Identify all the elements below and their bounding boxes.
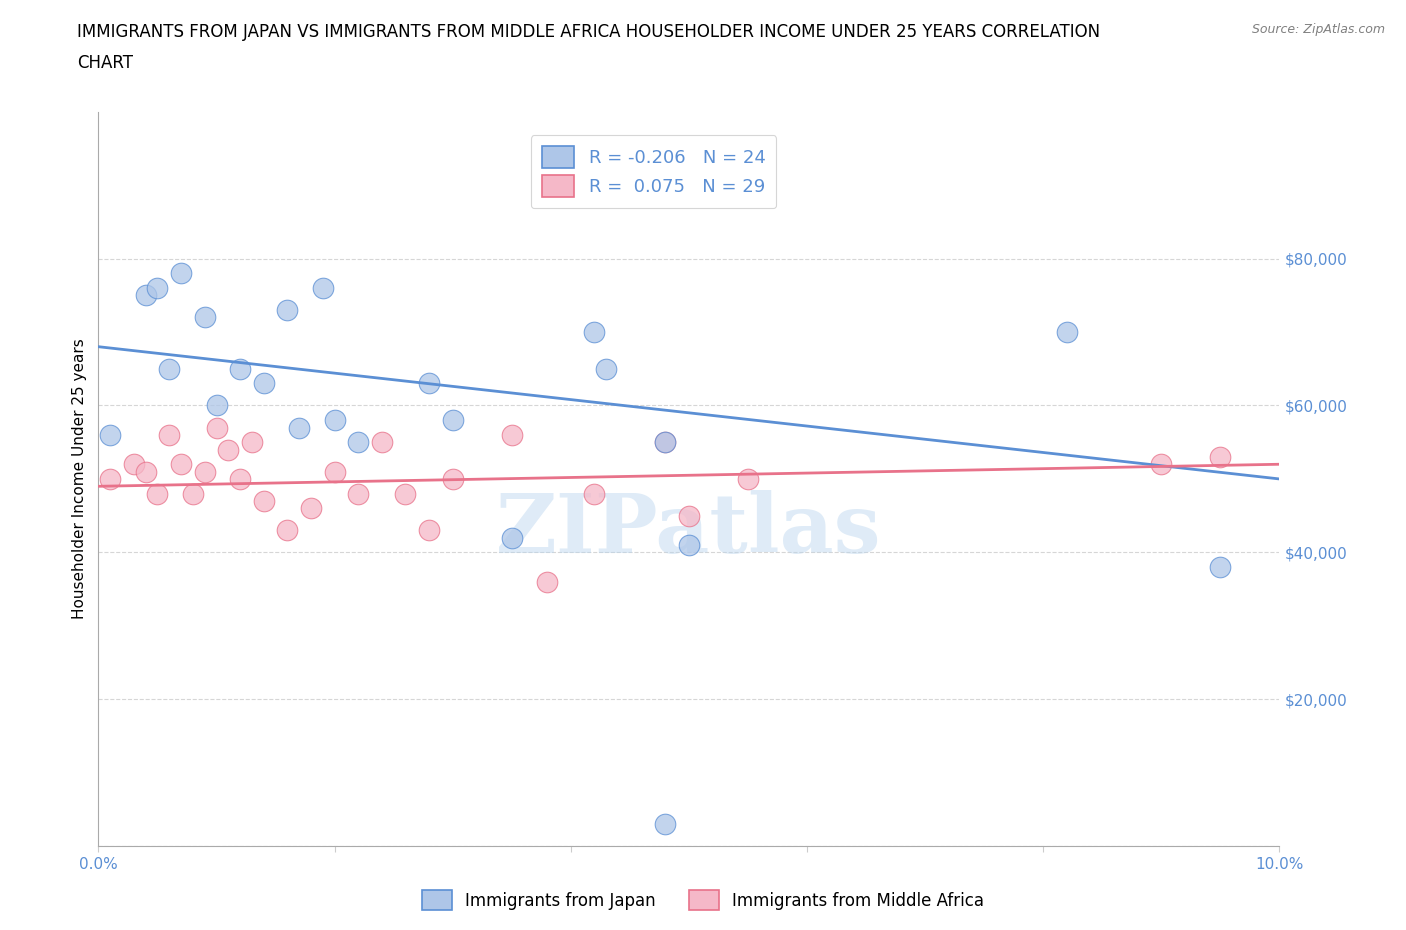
Text: ZIPatlas: ZIPatlas bbox=[496, 490, 882, 570]
Point bbox=[170, 457, 193, 472]
Point bbox=[253, 376, 276, 391]
Point bbox=[371, 435, 394, 450]
Point bbox=[135, 464, 157, 479]
Point bbox=[394, 486, 416, 501]
Point bbox=[654, 817, 676, 831]
Point bbox=[654, 435, 676, 450]
Point bbox=[276, 302, 298, 317]
Point bbox=[276, 523, 298, 538]
Point bbox=[240, 435, 263, 450]
Point bbox=[146, 486, 169, 501]
Point bbox=[347, 486, 370, 501]
Point bbox=[217, 442, 239, 457]
Point bbox=[157, 361, 180, 376]
Point bbox=[1150, 457, 1173, 472]
Point bbox=[737, 472, 759, 486]
Point bbox=[181, 486, 204, 501]
Point bbox=[135, 288, 157, 303]
Legend: Immigrants from Japan, Immigrants from Middle Africa: Immigrants from Japan, Immigrants from M… bbox=[415, 884, 991, 917]
Text: CHART: CHART bbox=[77, 54, 134, 72]
Point bbox=[122, 457, 145, 472]
Point bbox=[418, 523, 440, 538]
Point bbox=[583, 486, 606, 501]
Point bbox=[98, 428, 121, 443]
Point bbox=[229, 472, 252, 486]
Point bbox=[323, 464, 346, 479]
Y-axis label: Householder Income Under 25 years: Householder Income Under 25 years bbox=[72, 339, 87, 619]
Point bbox=[1056, 325, 1078, 339]
Text: IMMIGRANTS FROM JAPAN VS IMMIGRANTS FROM MIDDLE AFRICA HOUSEHOLDER INCOME UNDER : IMMIGRANTS FROM JAPAN VS IMMIGRANTS FROM… bbox=[77, 23, 1101, 41]
Point bbox=[299, 501, 322, 516]
Point bbox=[678, 538, 700, 552]
Point bbox=[194, 464, 217, 479]
Point bbox=[205, 398, 228, 413]
Point bbox=[347, 435, 370, 450]
Text: Source: ZipAtlas.com: Source: ZipAtlas.com bbox=[1251, 23, 1385, 36]
Point bbox=[501, 530, 523, 545]
Point bbox=[441, 472, 464, 486]
Point bbox=[98, 472, 121, 486]
Point bbox=[323, 413, 346, 428]
Point bbox=[146, 281, 169, 296]
Point bbox=[205, 420, 228, 435]
Point bbox=[157, 428, 180, 443]
Legend: R = -0.206   N = 24, R =  0.075   N = 29: R = -0.206 N = 24, R = 0.075 N = 29 bbox=[531, 136, 776, 208]
Point bbox=[288, 420, 311, 435]
Point bbox=[229, 361, 252, 376]
Point bbox=[654, 435, 676, 450]
Point bbox=[253, 494, 276, 509]
Point bbox=[1209, 449, 1232, 464]
Point bbox=[583, 325, 606, 339]
Point bbox=[595, 361, 617, 376]
Point bbox=[1209, 560, 1232, 575]
Point bbox=[536, 575, 558, 590]
Point bbox=[418, 376, 440, 391]
Point bbox=[312, 281, 335, 296]
Point bbox=[441, 413, 464, 428]
Point bbox=[501, 428, 523, 443]
Point bbox=[678, 508, 700, 523]
Point bbox=[170, 266, 193, 281]
Point bbox=[194, 310, 217, 325]
